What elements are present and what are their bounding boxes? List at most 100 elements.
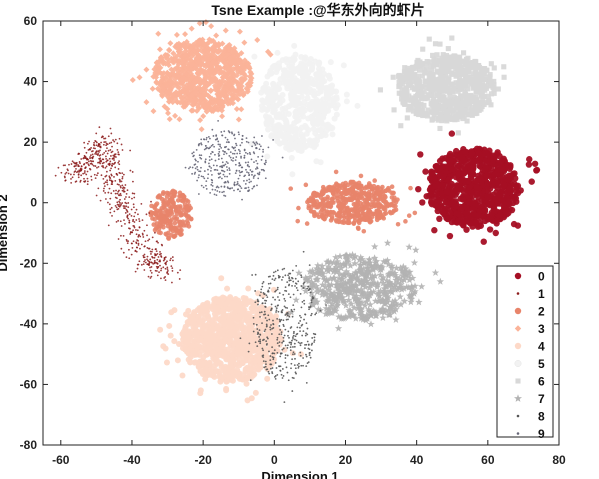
data-point bbox=[241, 141, 243, 144]
data-point bbox=[309, 98, 316, 105]
data-point bbox=[273, 279, 276, 282]
data-point bbox=[234, 52, 241, 59]
data-point bbox=[324, 95, 331, 102]
data-point bbox=[262, 297, 264, 300]
data-point bbox=[356, 220, 362, 226]
data-point bbox=[238, 174, 241, 177]
data-point bbox=[237, 148, 240, 151]
data-point bbox=[248, 165, 251, 168]
data-point bbox=[268, 287, 271, 289]
data-point bbox=[200, 113, 207, 120]
data-point bbox=[271, 352, 274, 355]
data-point bbox=[263, 310, 266, 313]
data-point bbox=[310, 312, 313, 315]
data-point bbox=[293, 345, 296, 348]
data-point bbox=[149, 203, 154, 209]
data-point bbox=[212, 164, 215, 167]
data-point bbox=[258, 173, 260, 176]
data-point bbox=[255, 159, 258, 162]
data-point bbox=[255, 365, 262, 372]
data-point bbox=[306, 340, 309, 343]
data-point bbox=[285, 290, 288, 292]
data-point bbox=[215, 42, 222, 49]
data-point bbox=[276, 80, 283, 87]
data-point bbox=[278, 276, 280, 279]
data-point bbox=[225, 161, 228, 163]
data-point bbox=[327, 125, 334, 132]
data-point bbox=[236, 152, 239, 155]
data-point bbox=[299, 314, 301, 317]
data-point bbox=[167, 332, 174, 339]
data-point bbox=[236, 28, 243, 35]
data-point bbox=[204, 161, 207, 164]
data-point bbox=[320, 191, 326, 197]
data-point bbox=[260, 168, 263, 171]
data-point bbox=[309, 65, 316, 72]
data-point bbox=[306, 105, 313, 112]
data-point bbox=[282, 276, 284, 279]
data-point bbox=[288, 276, 291, 279]
data-point bbox=[437, 41, 443, 47]
data-point bbox=[213, 145, 216, 148]
data-point bbox=[223, 164, 226, 167]
data-point bbox=[314, 71, 321, 78]
data-point bbox=[191, 172, 194, 175]
data-point bbox=[359, 208, 365, 214]
data-point bbox=[272, 91, 279, 98]
data-point bbox=[404, 115, 410, 121]
data-point bbox=[294, 277, 297, 280]
data-point bbox=[299, 344, 302, 347]
data-point bbox=[202, 375, 209, 382]
data-point bbox=[205, 147, 207, 150]
data-point bbox=[275, 289, 278, 292]
data-point bbox=[232, 307, 239, 314]
series-5-points bbox=[244, 42, 361, 178]
data-point bbox=[224, 285, 231, 292]
data-point bbox=[210, 144, 213, 147]
data-point bbox=[277, 131, 284, 138]
data-point bbox=[227, 294, 234, 301]
data-point bbox=[299, 293, 302, 295]
data-point bbox=[220, 131, 223, 133]
data-point bbox=[162, 216, 167, 221]
data-point bbox=[181, 194, 187, 199]
data-point bbox=[251, 187, 254, 190]
data-point bbox=[234, 159, 237, 162]
data-point bbox=[221, 166, 223, 169]
data-point bbox=[303, 318, 305, 321]
data-point bbox=[227, 181, 230, 184]
data-point bbox=[223, 153, 225, 156]
data-point bbox=[266, 114, 273, 121]
data-point bbox=[246, 164, 249, 167]
data-point bbox=[240, 330, 247, 337]
data-point bbox=[274, 49, 281, 56]
data-point bbox=[184, 166, 187, 169]
data-point bbox=[235, 170, 238, 172]
data-point bbox=[288, 336, 290, 339]
data-point bbox=[298, 53, 305, 60]
data-point bbox=[336, 219, 342, 225]
data-point bbox=[241, 138, 244, 141]
data-point bbox=[392, 198, 397, 203]
data-point bbox=[289, 346, 292, 349]
data-point bbox=[259, 315, 261, 318]
data-point bbox=[233, 134, 235, 137]
data-point bbox=[289, 296, 292, 299]
data-point bbox=[465, 60, 471, 66]
data-point bbox=[221, 191, 224, 194]
data-point bbox=[219, 113, 226, 120]
data-point bbox=[226, 138, 229, 141]
data-point bbox=[249, 347, 256, 354]
data-point bbox=[231, 187, 234, 189]
data-point bbox=[189, 166, 192, 168]
data-point bbox=[228, 169, 231, 171]
data-point bbox=[454, 71, 460, 77]
data-point bbox=[287, 274, 290, 277]
data-point bbox=[264, 360, 267, 363]
data-point bbox=[307, 347, 310, 350]
data-point bbox=[313, 339, 316, 342]
data-point bbox=[264, 317, 267, 319]
data-point bbox=[192, 359, 199, 366]
data-point bbox=[320, 114, 327, 121]
